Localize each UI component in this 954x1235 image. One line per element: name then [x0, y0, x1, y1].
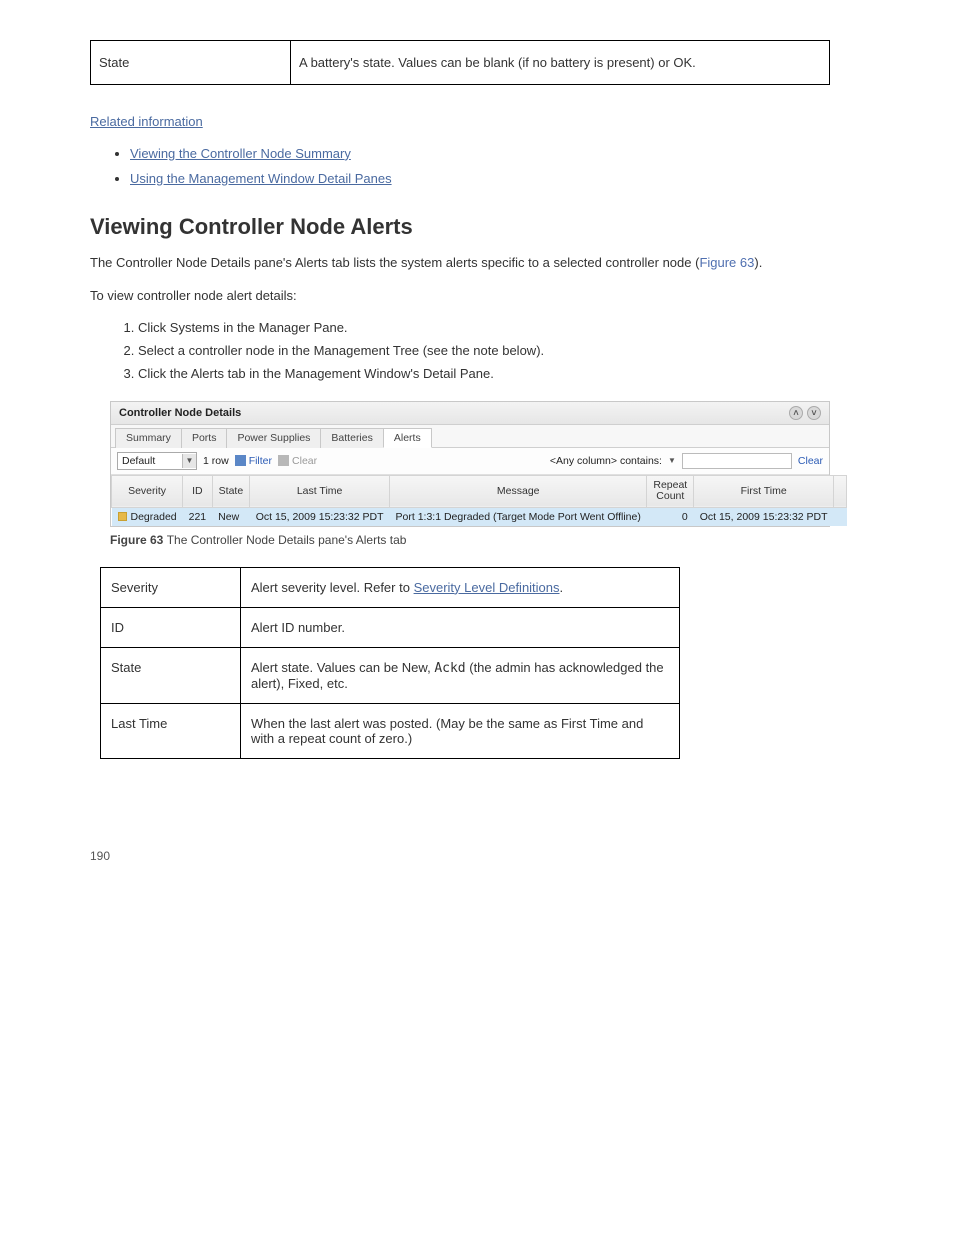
tab-ports[interactable]: Ports — [181, 428, 228, 448]
alerts-howto-lead: To view controller node alert details: — [90, 287, 864, 306]
figure-caption: Figure 63 The Controller Node Details pa… — [110, 533, 864, 547]
def-key: State — [101, 647, 241, 703]
def-key: Last Time — [101, 703, 241, 758]
col-state[interactable]: State — [212, 475, 250, 507]
cell-state: New — [212, 507, 250, 526]
step: Select a controller node in the Manageme… — [138, 343, 864, 358]
table-row[interactable]: Degraded 221 New Oct 15, 2009 15:23:32 P… — [112, 507, 847, 526]
state-summary-row: State A battery's state. Values can be b… — [90, 40, 830, 85]
def-val: Alert state. Values can be New, Ackd (th… — [241, 647, 680, 703]
column-definition-table: Severity Alert severity level. Refer to … — [100, 567, 680, 759]
state-label: State — [91, 41, 291, 84]
tab-summary[interactable]: Summary — [115, 428, 182, 448]
def-key: ID — [101, 607, 241, 647]
step: Click the Alerts tab in the Management W… — [138, 366, 864, 381]
page-number: 190 — [90, 849, 864, 863]
col-last-time[interactable]: Last Time — [250, 475, 390, 507]
alerts-intro: The Controller Node Details pane's Alert… — [90, 254, 864, 273]
def-row: Severity Alert severity level. Refer to … — [101, 567, 680, 607]
alerts-table: Severity ID State Last Time Message Repe… — [111, 475, 847, 526]
cell-first-time: Oct 15, 2009 15:23:32 PDT — [694, 507, 834, 526]
collapse-icon[interactable]: ˄ — [789, 406, 803, 420]
steps-list: Click Systems in the Manager Pane. Selec… — [98, 320, 864, 381]
related-info-heading: Related information — [90, 113, 864, 132]
def-val: Alert ID number. — [241, 607, 680, 647]
chevron-down-icon[interactable]: ▼ — [668, 456, 676, 465]
tab-power-supplies[interactable]: Power Supplies — [226, 428, 321, 448]
severity-defs-link[interactable]: Severity Level Definitions — [414, 580, 560, 595]
col-repeat-count[interactable]: Repeat Count — [647, 475, 694, 507]
col-message[interactable]: Message — [390, 475, 647, 507]
step: Click Systems in the Manager Pane. — [138, 320, 864, 335]
panel-titlebar: Controller Node Details ˄ ˅ — [111, 402, 829, 425]
def-val: Alert severity level. Refer to Severity … — [241, 567, 680, 607]
panel-title: Controller Node Details — [119, 407, 241, 419]
clear-icon — [278, 455, 289, 466]
col-first-time[interactable]: First Time — [694, 475, 834, 507]
related-links-list: Viewing the Controller Node Summary Usin… — [130, 146, 864, 186]
def-row: Last Time When the last alert was posted… — [101, 703, 680, 758]
state-desc: A battery's state. Values can be blank (… — [291, 41, 829, 84]
table-header-row: Severity ID State Last Time Message Repe… — [112, 475, 847, 507]
def-row: ID Alert ID number. — [101, 607, 680, 647]
cell-last-time: Oct 15, 2009 15:23:32 PDT — [250, 507, 390, 526]
tab-alerts[interactable]: Alerts — [383, 428, 432, 448]
panel-toolbar: Default ▼ 1 row Filter Clear <Any column… — [111, 448, 829, 475]
def-row: State Alert state. Values can be New, Ac… — [101, 647, 680, 703]
search-input[interactable] — [682, 453, 792, 469]
expand-icon[interactable]: ˅ — [807, 406, 821, 420]
def-val: When the last alert was posted. (May be … — [241, 703, 680, 758]
clear-search-link[interactable]: Clear — [798, 455, 823, 467]
filter-icon — [235, 455, 246, 466]
clear-filter-button[interactable]: Clear — [278, 455, 317, 467]
view-select[interactable]: Default ▼ — [117, 452, 197, 470]
row-count: 1 row — [203, 455, 229, 467]
cell-message: Port 1:3:1 Degraded (Target Mode Port We… — [390, 507, 647, 526]
col-blank — [834, 475, 847, 507]
controller-node-details-panel: Controller Node Details ˄ ˅ Summary Port… — [110, 401, 830, 527]
related-link[interactable]: Viewing the Controller Node Summary — [130, 146, 351, 161]
def-key: Severity — [101, 567, 241, 607]
severity-icon — [118, 512, 127, 521]
cell-id: 221 — [183, 507, 213, 526]
figure-ref-link[interactable]: Figure 63 — [699, 255, 754, 270]
col-severity[interactable]: Severity — [112, 475, 183, 507]
chevron-down-icon: ▼ — [182, 454, 196, 468]
panel-tabs: Summary Ports Power Supplies Batteries A… — [111, 425, 829, 448]
cell-repeat: 0 — [647, 507, 694, 526]
section-heading: Viewing Controller Node Alerts — [90, 214, 864, 240]
tab-batteries[interactable]: Batteries — [320, 428, 383, 448]
cell-severity: Degraded — [131, 511, 177, 523]
col-id[interactable]: ID — [183, 475, 213, 507]
related-link[interactable]: Using the Management Window Detail Panes — [130, 171, 392, 186]
contains-label: <Any column> contains: — [550, 455, 662, 467]
filter-button[interactable]: Filter — [235, 455, 272, 467]
